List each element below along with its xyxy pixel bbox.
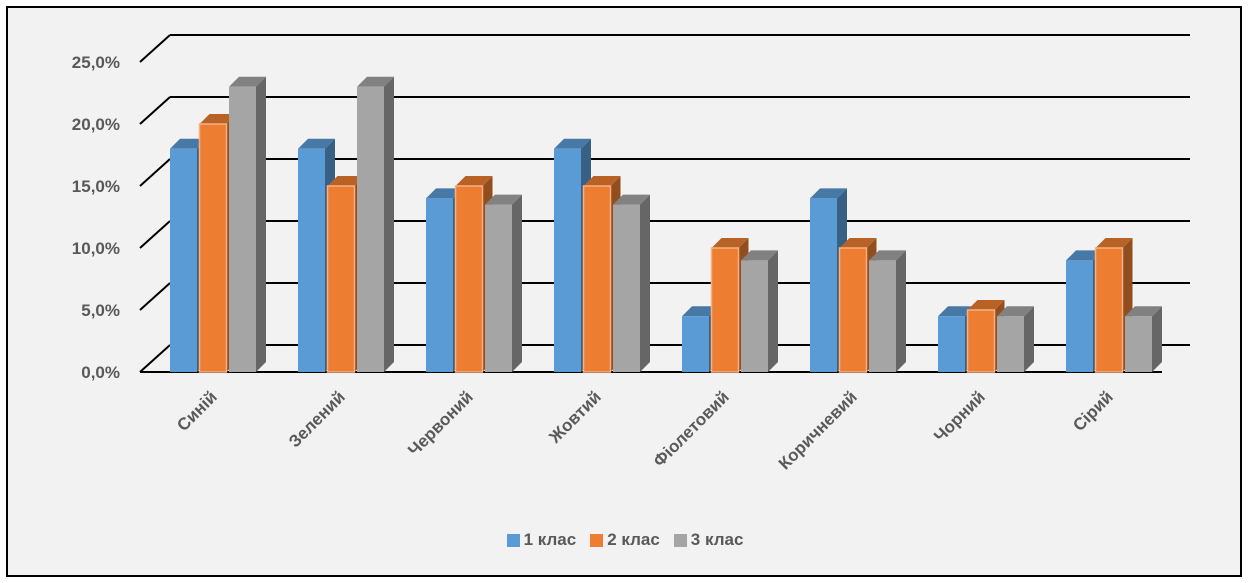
bar-side — [512, 194, 522, 372]
bar-top — [554, 138, 591, 149]
bar-top — [1095, 238, 1133, 248]
y-tick-label: 10,0% — [72, 239, 120, 258]
bar-top — [1066, 250, 1103, 261]
x-tick-label: Сірий — [1069, 387, 1117, 435]
bar-top — [583, 176, 621, 186]
bar-top — [967, 300, 1005, 310]
gridline-side — [139, 158, 171, 187]
bar-side — [768, 250, 778, 372]
bar — [1094, 247, 1124, 373]
bar — [710, 247, 740, 373]
y-tick-label: 15,0% — [72, 177, 120, 196]
bar-side — [256, 76, 266, 373]
bar — [485, 204, 512, 372]
legend-label: 3 клас — [690, 530, 744, 549]
y-tick-label: 0,0% — [81, 363, 120, 382]
bar-side — [1024, 306, 1034, 372]
bar — [1125, 316, 1152, 372]
bar — [454, 185, 484, 373]
bar — [554, 148, 581, 372]
legend-item: 2 клас — [590, 530, 660, 550]
bar-top — [1125, 306, 1162, 317]
bar-top — [298, 138, 335, 149]
x-tick-label: Чорний — [930, 387, 989, 446]
y-tick-label: 25,0% — [72, 53, 120, 72]
bar — [170, 148, 197, 372]
gridline-side — [139, 96, 171, 125]
bar-side — [640, 194, 650, 372]
bar — [997, 316, 1024, 372]
legend-swatch — [673, 533, 687, 547]
bar — [938, 316, 965, 372]
bar — [613, 204, 640, 372]
gridline-side — [139, 220, 171, 249]
bar-top — [199, 114, 237, 124]
gridline-side — [139, 282, 171, 311]
bar — [741, 260, 768, 372]
bar-top — [485, 194, 522, 205]
bar-top — [170, 138, 207, 149]
bar-top — [938, 306, 975, 317]
bar — [682, 316, 709, 372]
bar — [1066, 260, 1093, 372]
x-tick-label: Червоний — [404, 387, 477, 460]
legend-swatch — [506, 533, 520, 547]
x-tick-label: Фіолетовий — [650, 387, 733, 470]
x-tick-label: Зелений — [285, 387, 349, 451]
legend-item: 1 клас — [506, 530, 577, 550]
bar-top — [810, 188, 847, 199]
bar — [966, 309, 996, 373]
bar-top — [839, 238, 877, 248]
bar-top — [613, 194, 650, 205]
bar-side — [896, 250, 906, 372]
bar — [229, 86, 256, 373]
bar-top — [711, 238, 749, 248]
y-tick-label: 20,0% — [72, 115, 120, 134]
bar — [357, 86, 384, 373]
x-tick-label: Жовтий — [545, 387, 605, 447]
gridline-side — [139, 344, 171, 373]
x-tick-label: Коричневий — [775, 387, 861, 473]
legend-item: 3 клас — [673, 530, 744, 550]
bar — [838, 247, 868, 373]
bar-top — [229, 76, 266, 87]
bar — [198, 123, 228, 373]
bar — [869, 260, 896, 372]
bar-top — [357, 76, 394, 87]
bar-top — [426, 188, 463, 199]
bar-top — [327, 176, 365, 186]
bar — [582, 185, 612, 373]
gridline-side — [139, 34, 171, 63]
bar — [298, 148, 325, 372]
bar — [810, 198, 837, 372]
bar-top — [682, 306, 719, 317]
bar-top — [997, 306, 1034, 317]
bar-side — [1152, 306, 1162, 372]
bar-top — [869, 250, 906, 261]
y-tick-label: 5,0% — [81, 301, 120, 320]
bar — [326, 185, 356, 373]
x-tick-label: Синій — [173, 387, 220, 434]
bar — [426, 198, 453, 372]
bar-top — [741, 250, 778, 261]
legend-label: 2 клас — [607, 530, 660, 549]
bar-top — [455, 176, 493, 186]
legend-label: 1 клас — [523, 530, 577, 549]
chart-legend: 1 клас 2 клас 3 клас — [0, 530, 1250, 550]
legend-swatch — [590, 533, 604, 547]
bar-side — [384, 76, 394, 373]
